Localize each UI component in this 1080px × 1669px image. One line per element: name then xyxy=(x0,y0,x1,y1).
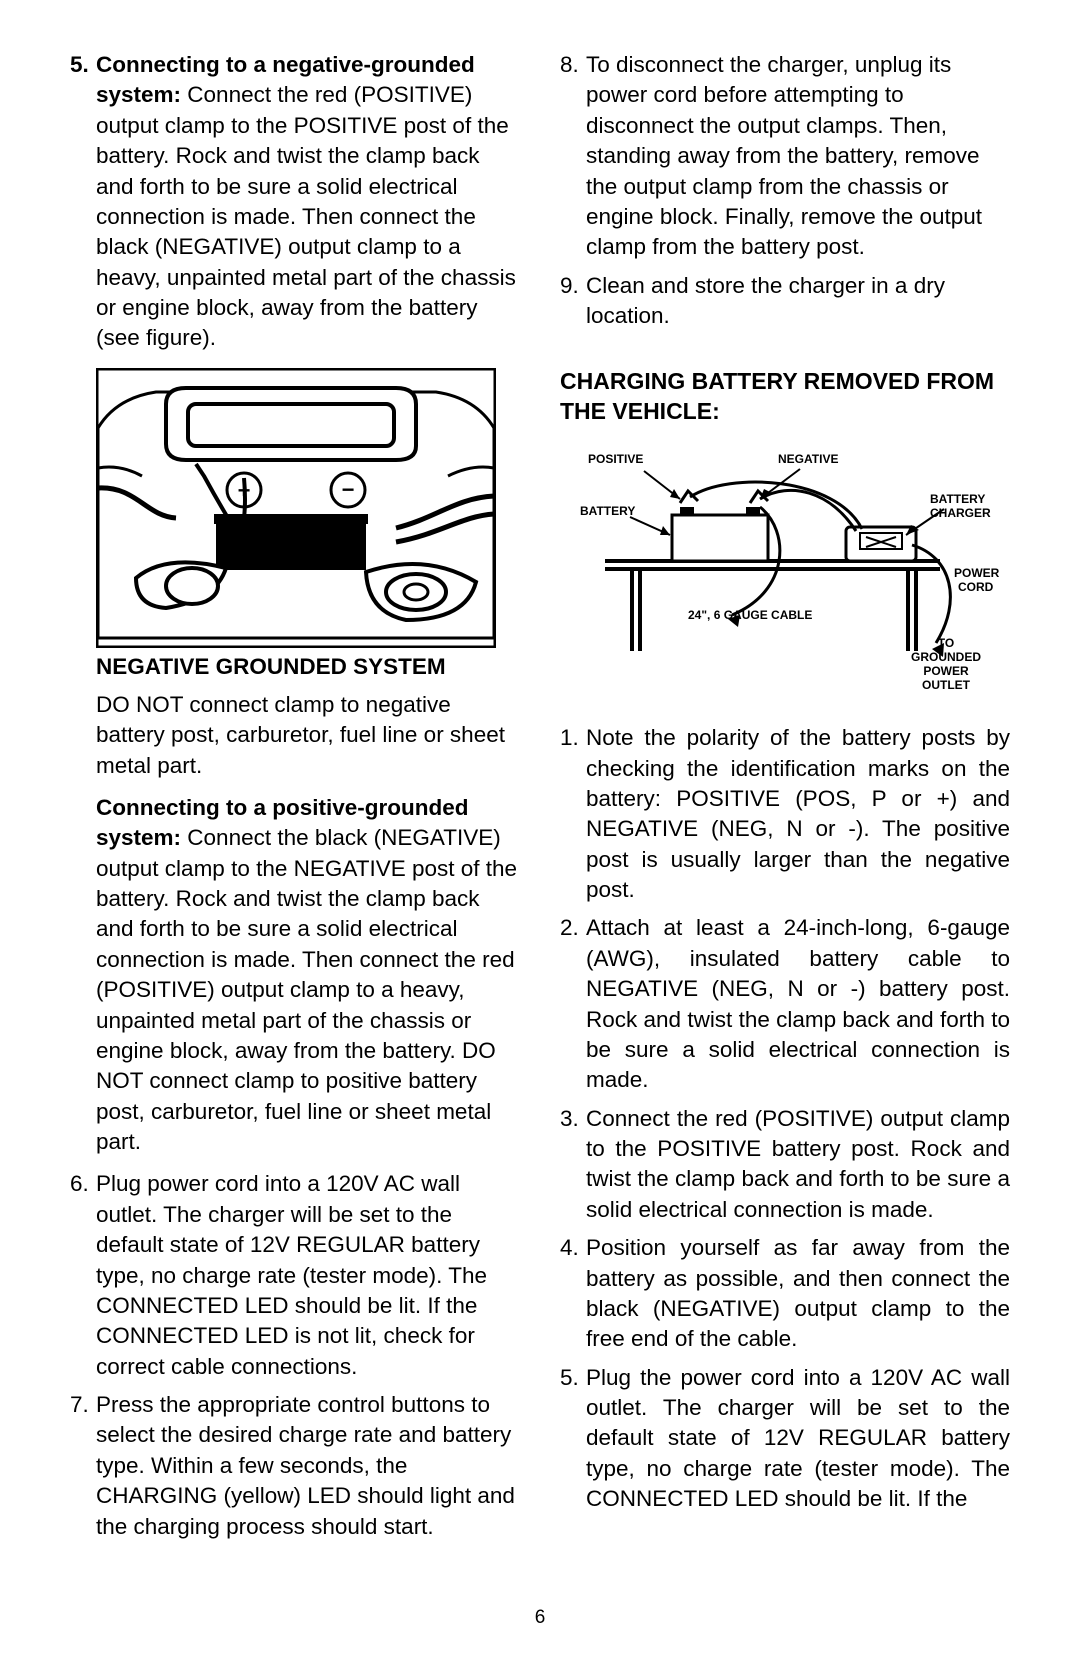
item-number: 9. xyxy=(560,271,586,332)
right-item-3: 3. Connect the red (POSITIVE) output cla… xyxy=(560,1104,1010,1226)
figure-negative-grounded: + − xyxy=(96,368,520,648)
item-number: 5. xyxy=(560,1363,586,1515)
label-power-2: CORD xyxy=(958,580,994,594)
item-number: 3. xyxy=(560,1104,586,1226)
item-text: Position yourself as far away from the b… xyxy=(586,1233,1010,1355)
item-text: Attach at least a 24-inch-long, 6-gauge … xyxy=(586,913,1010,1095)
item-number: 8. xyxy=(560,50,586,263)
item-number: 4. xyxy=(560,1233,586,1355)
label-negative: NEGATIVE xyxy=(778,452,838,466)
item-number: 6. xyxy=(70,1169,96,1382)
item-text: To disconnect the charger, unplug its po… xyxy=(586,50,1010,263)
figure-battery-removed: POSITIVE NEGATIVE BATTERY BATTERY CHARGE… xyxy=(560,441,1010,701)
list-item-6: 6. Plug power cord into a 120V AC wall o… xyxy=(70,1169,520,1382)
item-text: Press the appropriate control buttons to… xyxy=(96,1390,520,1542)
right-column: 8. To disconnect the charger, unplug its… xyxy=(560,50,1010,1597)
list-item-8: 8. To disconnect the charger, unplug its… xyxy=(560,50,1010,263)
item-text: Note the polarity of the battery posts b… xyxy=(586,723,1010,905)
label-grounded: GROUNDED xyxy=(911,650,981,664)
right-item-4: 4. Position yourself as far away from th… xyxy=(560,1233,1010,1355)
list-item-7: 7. Press the appropriate control buttons… xyxy=(70,1390,520,1542)
item-number: 1. xyxy=(560,723,586,905)
label-battery: BATTERY xyxy=(580,504,635,518)
page: 5. Connecting to a negative-grounded sys… xyxy=(0,0,1080,1669)
pos-rest: Connect the black (NEGATIVE) output clam… xyxy=(96,825,517,1154)
right-item-2: 2. Attach at least a 24-inch-long, 6-gau… xyxy=(560,913,1010,1095)
right-item-1: 1. Note the polarity of the battery post… xyxy=(560,723,1010,905)
section-heading-charging-removed: CHARGING BATTERY REMOVED FROM THE VEHICL… xyxy=(560,367,1010,427)
item-text: Connect the red (POSITIVE) output clamp … xyxy=(586,1104,1010,1226)
item-number: 5. xyxy=(70,50,96,354)
right-item-5: 5. Plug the power cord into a 120V AC wa… xyxy=(560,1363,1010,1515)
label-power2: POWER xyxy=(923,664,969,678)
figure1-caption: NEGATIVE GROUNDED SYSTEM xyxy=(96,654,520,680)
page-number: 6 xyxy=(70,1607,1010,1629)
list-item-9: 9. Clean and store the charger in a dry … xyxy=(560,271,1010,332)
label-positive: POSITIVE xyxy=(588,452,643,466)
positive-grounded-paragraph: Connecting to a positive-grounded system… xyxy=(96,793,520,1158)
battery-on-table-illustration: POSITIVE NEGATIVE BATTERY BATTERY CHARGE… xyxy=(560,441,1000,701)
item-text: Clean and store the charger in a dry loc… xyxy=(586,271,1010,332)
engine-bay-illustration: + − xyxy=(96,368,496,648)
item-number: 7. xyxy=(70,1390,96,1542)
left-column: 5. Connecting to a negative-grounded sys… xyxy=(70,50,520,1597)
do-not-paragraph: DO NOT connect clamp to negative battery… xyxy=(96,690,520,781)
item-text: Plug power cord into a 120V AC wall outl… xyxy=(96,1169,520,1382)
label-cable: 24", 6 GAUGE CABLE xyxy=(688,608,812,622)
columns: 5. Connecting to a negative-grounded sys… xyxy=(70,50,1010,1597)
label-power-1: POWER xyxy=(954,566,1000,580)
item5-rest: Connect the red (POSITIVE) output clamp … xyxy=(96,82,516,350)
label-outlet: OUTLET xyxy=(922,678,971,692)
label-battery-charger-2: CHARGER xyxy=(930,506,991,520)
item-text: Plug the power cord into a 120V AC wall … xyxy=(586,1363,1010,1515)
minus-symbol: − xyxy=(342,477,355,502)
label-to: TO xyxy=(938,636,954,650)
item-number: 2. xyxy=(560,913,586,1095)
label-battery-charger-1: BATTERY xyxy=(930,492,985,506)
item-text: Connecting to a negative-grounded system… xyxy=(96,50,520,354)
list-item-5: 5. Connecting to a negative-grounded sys… xyxy=(70,50,520,354)
